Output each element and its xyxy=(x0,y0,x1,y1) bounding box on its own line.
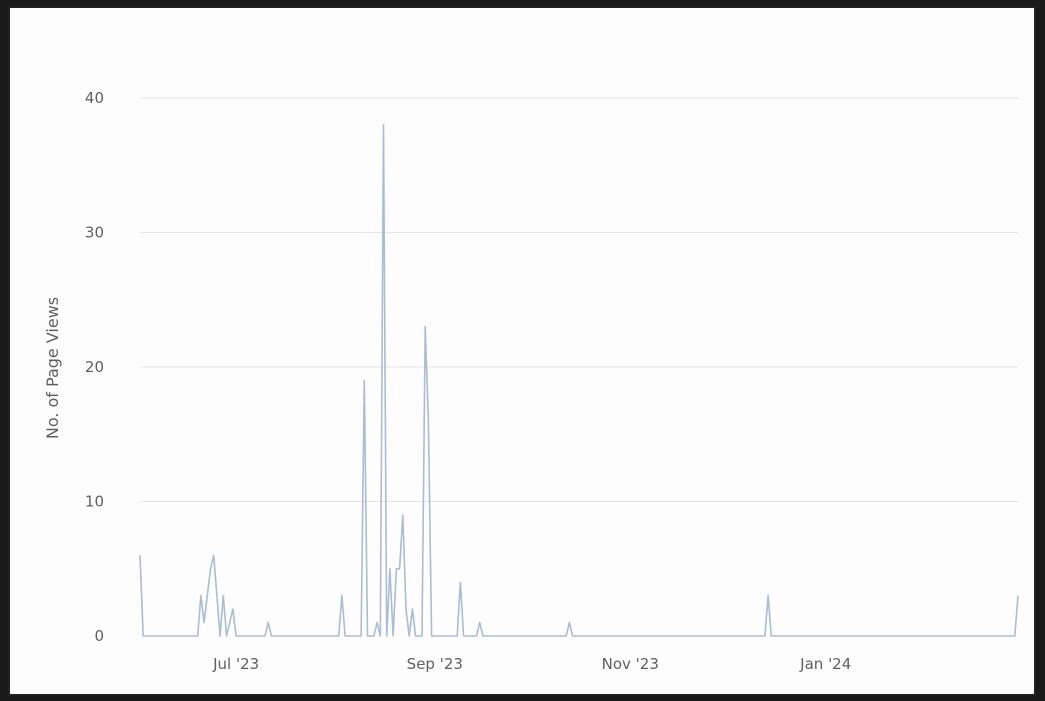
x-tick-label: Jan '24 xyxy=(799,655,851,673)
x-tick-label: Jul '23 xyxy=(212,655,259,673)
y-tick-label: 40 xyxy=(85,89,104,107)
chart-frame xyxy=(8,6,1036,696)
y-axis-ticks: 0 10 20 30 40 xyxy=(85,89,104,645)
series-line xyxy=(139,124,1019,637)
y-tick-label: 20 xyxy=(85,358,104,376)
x-tick-label: Nov '23 xyxy=(602,655,659,673)
series-layer xyxy=(139,124,1019,637)
y-tick-label: 0 xyxy=(94,627,104,645)
y-tick-label: 10 xyxy=(85,493,104,511)
y-axis-label: No. of Page Views xyxy=(43,297,62,439)
grid-lines xyxy=(140,97,1018,502)
x-axis-ticks: Jul '23 Sep '23 Nov '23 Jan '24 xyxy=(212,655,851,673)
y-tick-label: 30 xyxy=(85,224,104,242)
x-tick-label: Sep '23 xyxy=(407,655,463,673)
